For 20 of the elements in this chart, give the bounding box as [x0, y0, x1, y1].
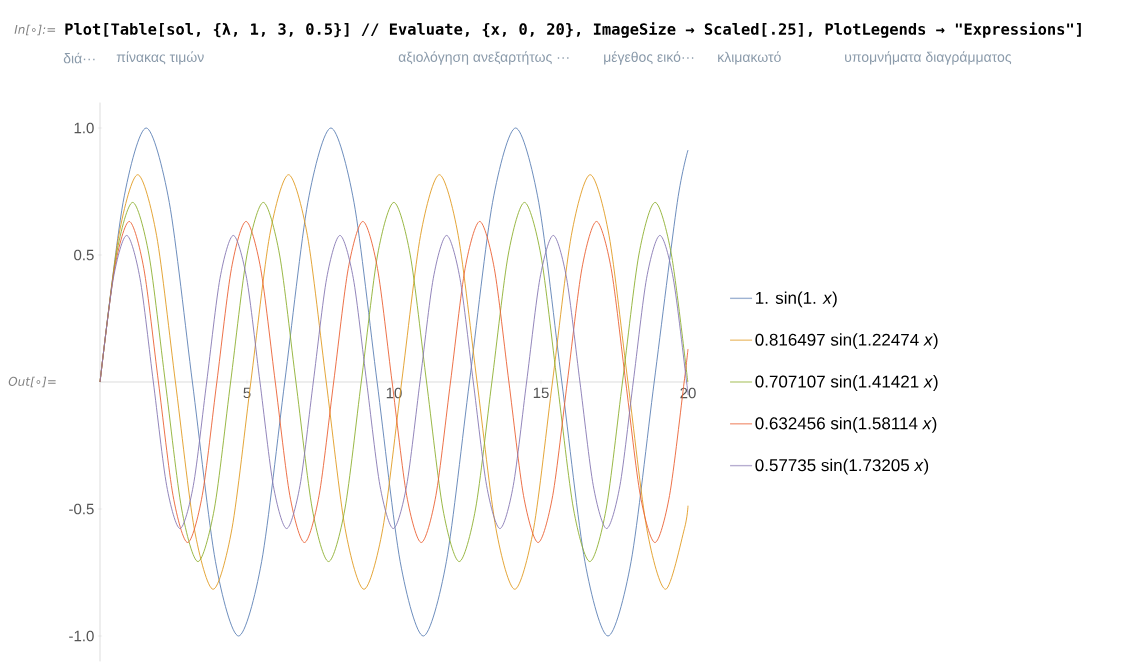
- x-tick-label: 20: [680, 387, 696, 399]
- legend-label: 0.707107 sin(1.41421 x): [755, 375, 938, 391]
- y-tick-label: -1.0: [69, 630, 94, 642]
- text: κλιμακωτό: [718, 51, 781, 65]
- text: Plot[Table[sol, {λ, 1, 3, 0.5}] // Evaluate, {x, 0, 20}, ImageSize → Scaled[.25], PlotLegends → "Expressions"]: [65, 22, 1081, 38]
- y-tick-label: -0.5: [69, 503, 94, 515]
- text: υπομνήματα διαγράμματος: [845, 51, 1012, 65]
- text: μέγεθος εικό···: [604, 51, 694, 65]
- text: διά···: [63, 52, 95, 64]
- legend-label: 0.816497 sin(1.22474 x): [755, 333, 938, 350]
- legend-label: 0.57735 sin(1.73205 x): [755, 458, 929, 475]
- y-tick-label: 1.0: [74, 122, 94, 134]
- text: πίνακας τιμών: [116, 51, 204, 65]
- x-tick-label: 15: [533, 387, 549, 399]
- text: Out[∘]=: [8, 376, 56, 388]
- y-tick-label: 0.5: [74, 249, 94, 261]
- text: In[∘]:=: [14, 24, 56, 36]
- text: αξιολόγηση ανεξαρτήτως ···: [398, 51, 569, 65]
- legend-label: 1. sin(1. x): [756, 291, 837, 308]
- legend-label: 0.632456 sin(1.58114 x): [755, 416, 937, 433]
